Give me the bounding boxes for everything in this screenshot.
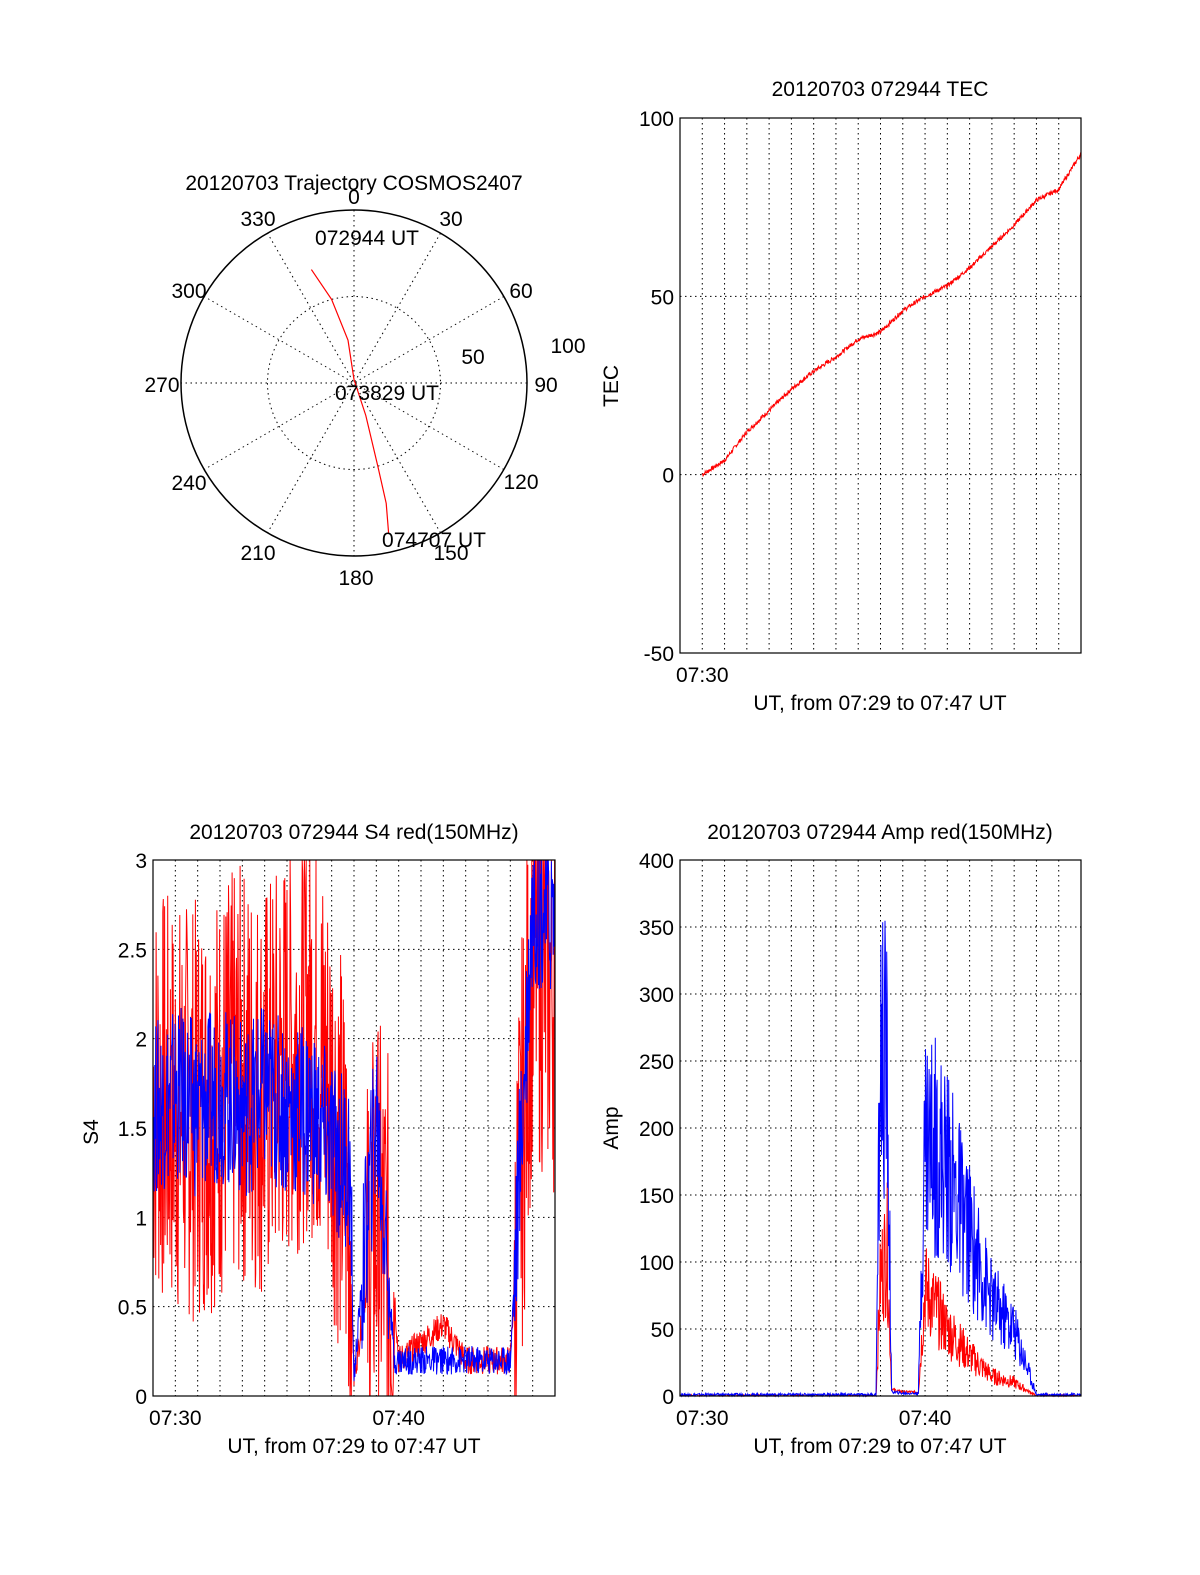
- amp-x-axis-label: UT, from 07:29 to 07:47 UT: [753, 1435, 1006, 1458]
- amp-y-tick-label: 100: [639, 1252, 674, 1275]
- amp-y-tick-label: 300: [639, 984, 674, 1007]
- polar-angle-label: 180: [338, 567, 373, 590]
- s4-y-tick-label: 0.5: [118, 1297, 147, 1320]
- polar-trajectory-series: [310, 269, 390, 534]
- tec-y-tick-labels: -50 0 50 100: [639, 108, 674, 666]
- tec-x-tick-label: 07:30: [676, 664, 729, 687]
- amp-series-red-line: [679, 1182, 1082, 1398]
- tec-y-tick-label: 0: [662, 465, 674, 488]
- polar-annotations: 072944 UT 073829 UT 074707 UT: [315, 227, 486, 552]
- polar-radial-labels: 50 100: [461, 335, 585, 369]
- tec-title: 20120703 072944 TEC: [772, 78, 989, 101]
- s4-y-tick-labels: 0 0.5 1 1.5 2 2.5 3: [118, 850, 147, 1409]
- amp-y-tick-label: 150: [639, 1185, 674, 1208]
- polar-angle-label: 0: [348, 186, 360, 209]
- trajectory-polar-plot: 20120703 Trajectory COSMOS2407 0 30 60 90 12…: [144, 172, 585, 590]
- polar-angle-label: 30: [439, 208, 462, 231]
- s4-x-tick-label: 07:40: [372, 1407, 425, 1430]
- polar-radial-label: 100: [550, 335, 585, 358]
- amp-series-blue-line: [679, 920, 1082, 1398]
- s4-plot-frame: [152, 859, 556, 1397]
- s4-y-tick-label: 1: [135, 1207, 147, 1230]
- trajectory-title: 20120703 Trajectory COSMOS2407: [185, 172, 522, 195]
- tec-y-tick-label: 100: [639, 108, 674, 131]
- s4-x-tick-labels: 07:30 07:40: [149, 1407, 425, 1430]
- tec-series: [701, 151, 1082, 478]
- tec-plot: 20120703 072944 TEC -50 0 50 100 07:30 UT, …: [600, 78, 1082, 715]
- tec-x-axis-label: UT, from 07:29 to 07:47 UT: [753, 692, 1006, 715]
- amp-y-tick-labels: 0 50 100 150 200 250 300 350 400: [639, 850, 674, 1409]
- amp-x-tick-labels: 07:30 07:40: [676, 1407, 951, 1430]
- tec-y-tick-label: -50: [644, 643, 674, 666]
- s4-x-axis-label: UT, from 07:29 to 07:47 UT: [227, 1435, 480, 1458]
- s4-series-red-line: [152, 859, 556, 1397]
- polar-radial-label: 50: [461, 346, 484, 369]
- amp-y-tick-label: 200: [639, 1118, 674, 1141]
- tec-x-tick-labels: 07:30: [676, 664, 729, 687]
- s4-y-tick-label: 3: [135, 850, 147, 873]
- s4-y-tick-label: 2: [135, 1029, 147, 1052]
- amp-y-tick-label: 50: [651, 1319, 674, 1342]
- polar-outer-circle: [180, 209, 528, 557]
- amp-plot-frame: [679, 859, 1082, 1397]
- amp-y-axis-label: Amp: [600, 1106, 623, 1149]
- amp-y-tick-label: 400: [639, 850, 674, 873]
- polar-angle-label: 300: [171, 280, 206, 303]
- tec-plot-frame: [679, 117, 1082, 654]
- tec-grid: [679, 117, 1082, 654]
- polar-grid: [181, 210, 527, 556]
- s4-plot: 20120703 072944 S4 red(150MHz) 0 0.5 1 1.5 2…: [80, 821, 556, 1458]
- amp-y-tick-label: 0: [662, 1386, 674, 1409]
- polar-angle-label: 150: [433, 542, 468, 565]
- amp-series: [679, 920, 1082, 1398]
- tec-series-red-line: [701, 151, 1082, 478]
- s4-y-tick-label: 2.5: [118, 939, 147, 962]
- s4-y-axis-label: S4: [80, 1119, 103, 1145]
- amp-title: 20120703 072944 Amp red(150MHz): [707, 821, 1053, 844]
- polar-time-annotation: 072944 UT: [315, 227, 419, 250]
- polar-angle-labels: 0 30 60 90 120 150 180 210 240 270 300 330: [144, 186, 557, 590]
- s4-y-tick-label: 0: [135, 1386, 147, 1409]
- s4-series-blue-line: [152, 859, 556, 1382]
- amp-y-tick-label: 250: [639, 1051, 674, 1074]
- tec-y-axis-label: TEC: [600, 365, 623, 407]
- s4-y-tick-label: 1.5: [118, 1118, 147, 1141]
- polar-angle-label: 60: [509, 280, 532, 303]
- polar-angle-label: 270: [144, 374, 179, 397]
- amp-plot: 20120703 072944 Amp red(150MHz) 0 50 100 15…: [600, 821, 1082, 1458]
- s4-series: [152, 859, 556, 1397]
- polar-trajectory-line: [310, 269, 390, 534]
- amp-y-tick-label: 350: [639, 917, 674, 940]
- s4-title: 20120703 072944 S4 red(150MHz): [189, 821, 518, 844]
- polar-angle-label: 90: [534, 374, 557, 397]
- polar-angle-label: 240: [171, 472, 206, 495]
- polar-angle-label: 330: [240, 208, 275, 231]
- tec-y-tick-label: 50: [651, 286, 674, 309]
- polar-time-annotation: 073829 UT: [335, 382, 439, 405]
- amp-x-tick-label: 07:40: [899, 1407, 952, 1430]
- amp-x-tick-label: 07:30: [676, 1407, 729, 1430]
- polar-time-annotation: 074707 UT: [382, 529, 486, 552]
- s4-x-tick-label: 07:30: [149, 1407, 202, 1430]
- polar-angle-label: 210: [240, 542, 275, 565]
- polar-angle-label: 120: [503, 471, 538, 494]
